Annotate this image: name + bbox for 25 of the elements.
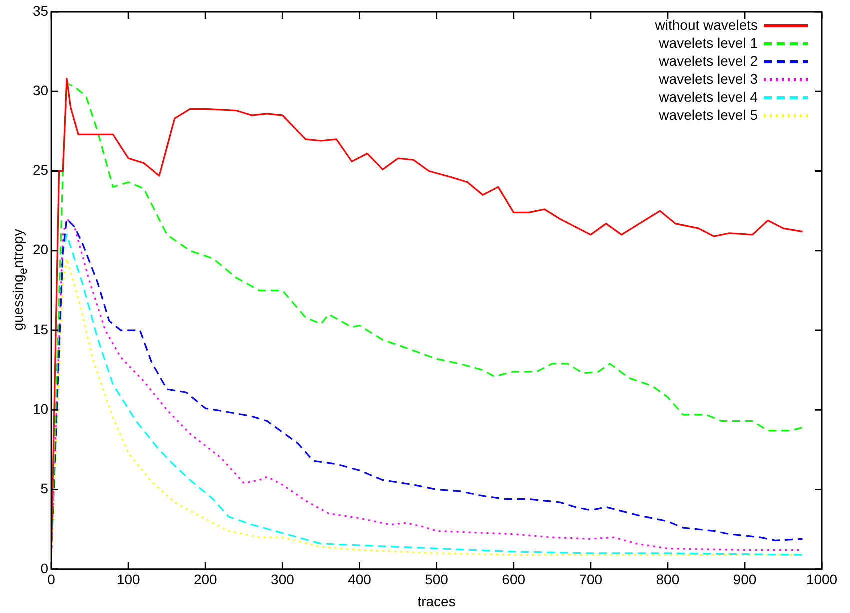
- legend-label: wavelets level 2: [658, 52, 758, 69]
- legend-label: wavelets level 4: [658, 88, 758, 105]
- y-tick-label: 25: [32, 162, 49, 178]
- x-tick-label: 800: [656, 572, 680, 588]
- y-tick-label: 30: [32, 82, 49, 98]
- x-axis-title: traces: [418, 593, 456, 610]
- y-tick-label: 35: [32, 2, 49, 19]
- x-tick-label: 700: [579, 572, 603, 588]
- y-tick-label: 10: [32, 401, 49, 417]
- legend-label: wavelets level 3: [658, 70, 758, 87]
- y-tick-label: 15: [32, 321, 49, 338]
- x-tick-label: 300: [271, 572, 295, 588]
- x-tick-label: 500: [425, 572, 449, 588]
- x-tick-label: 200: [194, 572, 218, 588]
- y-tick-label: 0: [40, 560, 49, 576]
- legend-label: wavelets level 1: [658, 34, 758, 51]
- y-tick-label: 20: [32, 242, 49, 258]
- x-tick-label: 400: [348, 572, 372, 588]
- legend-label: without wavelets: [654, 16, 758, 33]
- x-tick-label: 900: [733, 572, 757, 588]
- x-tick-label: 1000: [806, 572, 838, 588]
- x-tick-label: 100: [116, 572, 141, 588]
- x-tick-label: 600: [502, 572, 526, 588]
- legend-label: wavelets level 5: [658, 106, 758, 123]
- y-tick-label: 5: [40, 480, 49, 497]
